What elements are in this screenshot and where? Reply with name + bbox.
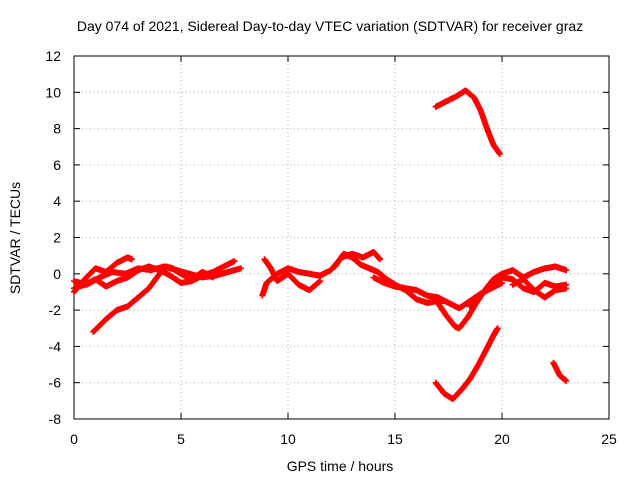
data-point: [237, 265, 244, 272]
series-trace-5: [261, 256, 324, 294]
chart-title: Day 074 of 2021, Sidereal Day-to-day VTE…: [77, 18, 583, 34]
data-point: [563, 267, 570, 274]
y-tick-label: 0: [53, 266, 61, 282]
data-point: [496, 151, 503, 158]
data-point: [231, 258, 238, 265]
series-trace-6: [259, 249, 384, 299]
data-series: [71, 87, 570, 403]
y-tick-label: 10: [45, 84, 61, 100]
x-tick-label: 5: [177, 431, 185, 447]
y-tick-label: -4: [49, 338, 62, 354]
x-tick-label: 15: [387, 431, 403, 447]
y-tick-label: 12: [45, 48, 61, 64]
data-point: [563, 285, 570, 292]
series-trace-14: [550, 359, 570, 384]
y-axis-label: SDTVAR / TECUs: [7, 182, 23, 294]
series-trace-13: [432, 325, 501, 403]
x-axis-label: GPS time / hours: [287, 458, 394, 474]
data-point: [563, 377, 570, 384]
y-tick-label: 6: [53, 157, 61, 173]
data-point: [317, 278, 324, 285]
y-tick-label: 4: [53, 193, 61, 209]
series-trace-4: [71, 263, 244, 288]
series-trace-11: [509, 276, 570, 301]
data-point: [494, 325, 501, 332]
y-tick-label: -6: [49, 375, 62, 391]
x-tick-label: 0: [70, 431, 78, 447]
y-tick-label: 2: [53, 230, 61, 246]
x-tick-label: 25: [601, 431, 617, 447]
x-axis: 0 5 10 15 20 25: [70, 56, 617, 447]
data-point: [377, 256, 384, 263]
y-tick-label: 8: [53, 121, 61, 137]
x-tick-label: 20: [494, 431, 510, 447]
y-tick-label: -8: [49, 411, 62, 427]
x-tick-label: 10: [280, 431, 296, 447]
y-tick-label: -2: [49, 302, 62, 318]
grid-lines: [74, 56, 609, 419]
series-trace-12: [432, 87, 503, 158]
series-trace-8: [370, 274, 505, 312]
data-point: [128, 256, 135, 263]
y-axis: -8 -6 -4 -2 0 2 4 6 8 10 12: [45, 48, 609, 427]
